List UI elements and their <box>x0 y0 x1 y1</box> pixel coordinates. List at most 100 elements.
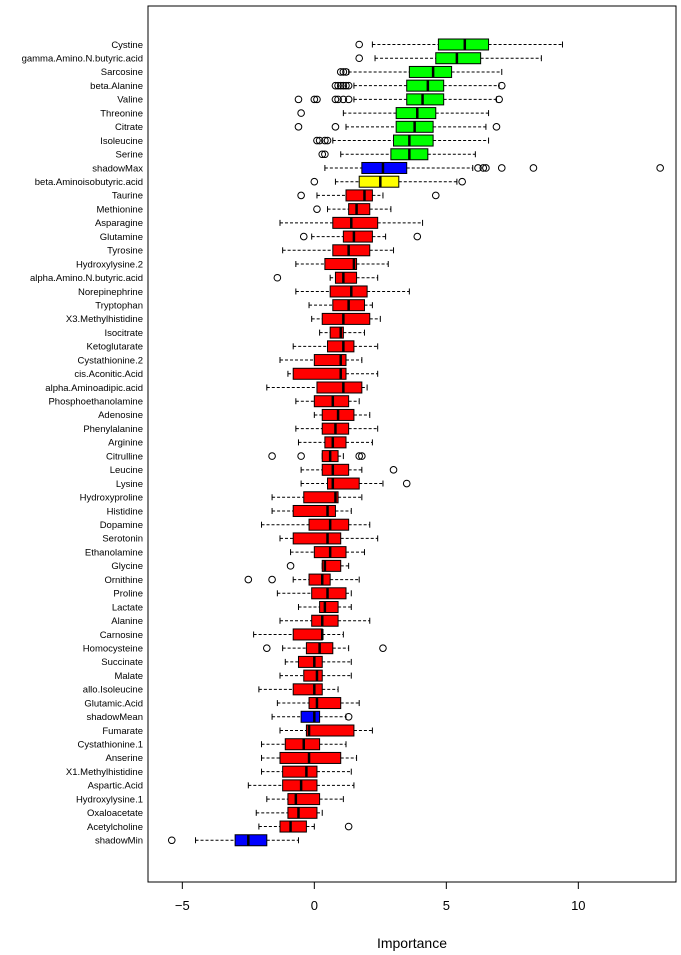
box-Glutamic.Acid <box>276 697 360 710</box>
outlier-point <box>355 452 364 460</box>
box-Tyrosine <box>282 244 395 257</box>
variable-label: Norepinephrine <box>78 287 143 298</box>
variable-label: Carnosine <box>100 630 143 641</box>
outlier-point <box>344 95 353 104</box>
x-axis-title: Importance <box>377 935 447 951</box>
box-Glycine <box>286 559 350 572</box>
outlier-point <box>323 136 332 145</box>
variable-label: Hydroxylysine.1 <box>76 794 143 805</box>
iqr-box <box>327 477 360 490</box>
iqr-box <box>324 436 347 449</box>
outlier-point <box>458 177 466 186</box>
iqr-box <box>437 38 490 51</box>
outlier-point <box>313 95 321 104</box>
outlier-point <box>167 836 176 845</box>
variable-label: Ethanolamine <box>85 547 143 558</box>
iqr-box <box>308 518 350 531</box>
iqr-box <box>361 161 408 174</box>
outlier-point <box>413 232 422 241</box>
box-X1.Methylhistidine <box>261 765 352 778</box>
iqr-box <box>406 93 445 106</box>
box-X3.Methylhistidine <box>311 312 381 325</box>
outlier-point <box>297 191 305 200</box>
box-Phosphoethanolamine <box>295 395 360 408</box>
variable-label: Aspartic.Acid <box>88 781 143 792</box>
outlier-point <box>331 123 340 131</box>
outlier-point <box>286 562 295 570</box>
outlier-point <box>492 123 501 131</box>
plot-area <box>147 5 677 883</box>
box-Citrulline <box>268 450 366 463</box>
outlier-point <box>339 81 348 90</box>
box-gamma.Amino.N.butyric.acid <box>355 52 542 65</box>
box-beta.Aminoisobutyric.acid <box>310 175 466 188</box>
variable-label: Isocitrate <box>104 328 143 339</box>
box-Serine <box>318 148 476 161</box>
variable-label: Serotonin <box>102 534 143 545</box>
box-Asparagine <box>279 216 424 229</box>
box-Tryptophan <box>308 299 373 312</box>
variable-label: Oxaloacetate <box>87 808 143 819</box>
variable-label: alpha.Amino.N.butyric.acid <box>30 273 143 284</box>
variable-label: Leucine <box>110 465 143 476</box>
outlier-point <box>321 150 329 159</box>
iqr-box <box>348 203 371 216</box>
iqr-box <box>316 381 363 394</box>
box-Oxaloacetate <box>255 806 323 819</box>
variable-label: gamma.Amino.N.butyric.acid <box>22 54 143 65</box>
variable-label: Glycine <box>111 561 143 572</box>
variable-label: beta.Alanine <box>90 81 143 92</box>
outlier-point <box>331 95 340 104</box>
outlier-point <box>495 95 503 104</box>
variable-label: Lysine <box>116 479 143 490</box>
box-Proline <box>276 587 352 600</box>
variable-label: Cystathionine.1 <box>78 740 143 751</box>
iqr-box <box>300 710 321 723</box>
variable-label: Hydroxylysine.2 <box>76 259 143 270</box>
box-Ketoglutarate <box>292 340 379 353</box>
outlier-point <box>482 164 490 172</box>
variable-label: Citrate <box>115 122 143 133</box>
iqr-box <box>303 491 339 504</box>
box-Hydroxylysine.2 <box>295 258 389 271</box>
iqr-box <box>358 175 400 188</box>
box-Sarcosine <box>336 65 503 78</box>
outlier-point <box>342 68 350 76</box>
iqr-box <box>332 216 379 229</box>
box-Lactate <box>297 601 352 614</box>
box-Isoleucine <box>313 134 490 147</box>
iqr-box <box>321 559 342 572</box>
iqr-box <box>321 463 350 476</box>
plot-frame <box>147 5 677 883</box>
variable-label: Ornithine <box>104 575 143 586</box>
variable-label: Lactate <box>112 602 143 613</box>
iqr-box <box>311 614 339 627</box>
iqr-box <box>279 820 307 833</box>
box-Ethanolamine <box>290 546 365 559</box>
outlier-point <box>431 191 440 200</box>
outlier-point <box>310 95 319 104</box>
iqr-box <box>345 189 373 202</box>
iqr-box <box>327 340 355 353</box>
variable-label: Fumarate <box>102 726 143 737</box>
box-Alanine <box>279 614 371 627</box>
iqr-box <box>311 587 347 600</box>
box-Hydroxyproline <box>271 491 363 504</box>
iqr-box <box>282 779 318 792</box>
outlier-point <box>313 205 321 213</box>
outlier-point <box>294 95 303 104</box>
outlier-point <box>342 81 350 90</box>
variable-label: Arginine <box>108 438 143 449</box>
variable-label: Phosphoethanolamine <box>48 397 143 408</box>
box-Norepinephrine <box>295 285 410 298</box>
iqr-box <box>282 765 318 778</box>
outlier-point <box>389 466 398 474</box>
variable-label: Tyrosine <box>107 246 143 257</box>
box-Valine <box>294 93 503 106</box>
iqr-box <box>297 655 323 668</box>
iqr-box <box>395 107 437 120</box>
outlier-point <box>336 68 345 76</box>
box-Carnosine <box>253 628 344 641</box>
variable-label: Phenylalanine <box>83 424 143 435</box>
x-tick-label: 5 <box>443 898 450 913</box>
